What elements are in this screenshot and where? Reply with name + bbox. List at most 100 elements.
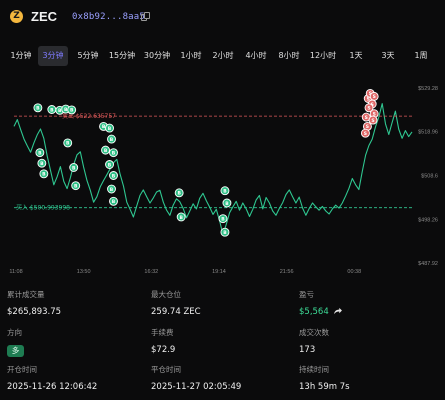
tab-4h[interactable]: 4小时	[245, 51, 267, 60]
direction-badge: 多	[7, 345, 24, 357]
buy-marker	[105, 160, 114, 169]
buy-marker-glyph: B	[179, 215, 183, 221]
tab-1m[interactable]: 1分钟	[10, 51, 32, 60]
buy-marker	[33, 103, 43, 113]
open-time-label: 开仓时间	[7, 365, 37, 374]
price-chart-svg[interactable]: $529.28 $518.96 $508.6 $498.26 $487.92 11:08 1…	[0, 76, 445, 276]
tab-8h[interactable]: 8小时	[278, 51, 300, 60]
tab-1w[interactable]: 1周	[414, 51, 428, 60]
tab-5m[interactable]: 5分钟	[77, 51, 99, 60]
tab-3m[interactable]: 3分钟	[38, 46, 68, 66]
cumulative-volume-value: $265,893.75	[7, 307, 62, 317]
buy-marker-glyph: B	[66, 141, 70, 147]
sell-marker	[368, 115, 378, 125]
price-line	[13, 103, 413, 236]
close-time-label: 平仓时间	[151, 365, 181, 374]
buy-marker	[222, 198, 232, 208]
sell-marker-glyph: S	[367, 106, 370, 112]
buy-marker	[63, 138, 73, 148]
buy-marker-glyph: B	[108, 126, 112, 132]
sell-marker-glyph: S	[367, 96, 370, 102]
buy-marker-glyph: B	[72, 165, 76, 171]
x-tick-label: 21:56	[280, 269, 294, 275]
buy-marker	[71, 181, 81, 191]
buy-line-label: 买入 $500.993998	[16, 204, 70, 212]
fee-value: $72.9	[151, 345, 176, 355]
buy-marker	[107, 184, 116, 194]
buy-marker	[67, 105, 77, 115]
buy-marker-glyph: B	[102, 124, 106, 130]
buy-marker	[109, 148, 118, 158]
buy-marker	[220, 186, 230, 196]
header: Z ZEC 0x8b92...8aa5	[0, 0, 445, 36]
price-chart[interactable]: $529.28 $518.96 $508.6 $498.26 $487.92 11:08 1…	[0, 76, 445, 276]
trade-count-value: 173	[299, 345, 316, 355]
buy-marker-glyph: B	[74, 183, 78, 189]
buy-marker	[220, 227, 230, 237]
pnl-value: $5,564	[299, 307, 329, 317]
buy-marker-glyph: B	[38, 150, 42, 156]
sell-line-label: 卖出 $522.635757	[62, 112, 116, 120]
buy-marker-glyph: B	[110, 137, 114, 143]
buy-marker-glyph: B	[42, 172, 46, 178]
buy-marker	[218, 214, 228, 224]
buy-marker-glyph: B	[223, 189, 227, 195]
buy-marker-glyph: B	[112, 173, 116, 179]
sell-marker-glyph: S	[371, 118, 374, 124]
cumulative-volume-label: 累计成交量	[7, 290, 45, 299]
buy-marker-glyph: B	[36, 106, 40, 112]
zcash-logo-icon: Z	[10, 10, 23, 23]
tab-12h[interactable]: 12小时	[309, 51, 337, 60]
y-tick-label: $508.6	[421, 174, 438, 180]
y-tick-label: $529.28	[418, 86, 438, 92]
buy-marker	[69, 163, 79, 172]
y-tick-label: $487.92	[418, 261, 438, 267]
buy-marker	[174, 188, 184, 198]
buy-marker-glyph: B	[225, 201, 229, 207]
sell-marker-glyph: S	[365, 115, 368, 121]
sell-marker-glyph: S	[364, 131, 367, 137]
open-time-value: 2025-11-26 12:06:42	[7, 382, 98, 392]
buy-marker	[109, 171, 118, 180]
tab-30m[interactable]: 30分钟	[143, 51, 171, 60]
sell-marker-glyph: S	[373, 94, 376, 100]
coin-symbol: ZEC	[31, 9, 57, 24]
tab-2h[interactable]: 2小时	[212, 51, 234, 60]
buy-marker-glyph: B	[177, 191, 181, 197]
buy-marker-glyph: B	[104, 148, 108, 154]
timeframe-tabs: 1分钟 3分钟 5分钟 15分钟 30分钟 1小时 2小时 4小时 8小时 12…	[0, 46, 445, 68]
tab-1h[interactable]: 1小时	[180, 51, 202, 60]
sell-marker-glyph: S	[369, 91, 372, 97]
sell-marker	[364, 103, 374, 113]
max-position-value: 259.74 ZEC	[151, 307, 201, 317]
buy-marker	[105, 123, 114, 133]
pnl-label: 盈亏	[299, 290, 314, 299]
tab-15m[interactable]: 15分钟	[108, 51, 136, 60]
trade-count-label: 成交次数	[299, 328, 329, 337]
buy-marker-glyph: B	[70, 108, 74, 114]
buy-marker-glyph: B	[50, 107, 54, 113]
buy-marker-glyph: B	[108, 162, 112, 168]
duration-label: 持续时间	[299, 365, 329, 374]
buy-marker	[35, 148, 45, 158]
direction-label: 方向	[7, 328, 22, 337]
buy-marker	[107, 134, 116, 144]
sell-marker-glyph: S	[366, 124, 369, 130]
wallet-address[interactable]: 0x8b92...8aa5	[72, 12, 146, 22]
buy-marker-glyph: B	[40, 161, 44, 167]
share-arrow-icon[interactable]	[333, 307, 342, 315]
sell-marker	[360, 128, 370, 138]
buy-marker-glyph: B	[110, 187, 114, 193]
tab-3d[interactable]: 3天	[381, 51, 395, 60]
buy-marker-glyph: B	[58, 108, 62, 114]
y-tick-label: $498.26	[418, 217, 438, 223]
buy-marker-glyph: B	[112, 150, 116, 156]
x-tick-label: 11:08	[9, 269, 22, 275]
x-tick-label: 16:32	[144, 269, 158, 275]
sell-marker-glyph: S	[373, 112, 376, 118]
y-tick-label: $518.96	[418, 130, 438, 136]
buy-marker	[37, 158, 47, 168]
copy-icon[interactable]	[141, 12, 150, 22]
tab-1d[interactable]: 1天	[349, 51, 363, 60]
buy-marker	[39, 169, 49, 179]
